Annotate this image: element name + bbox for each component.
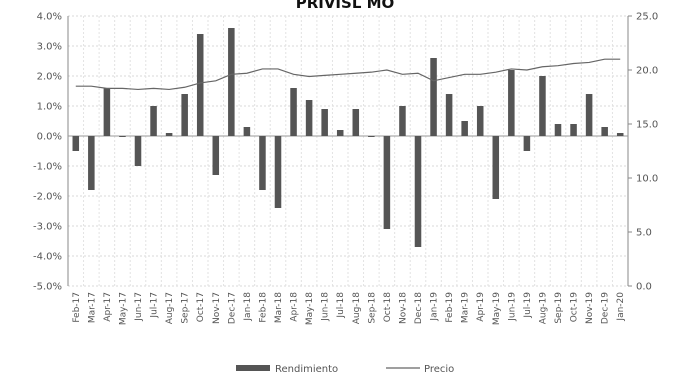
- x-axis-ticks: Feb-17 Mar-17 Apr-17 May-17 Jun-17 Jul-17 Aug-…: [72, 292, 626, 325]
- legend-label: Rendimiento: [275, 364, 338, 375]
- bar: [181, 94, 188, 136]
- bar: [353, 109, 360, 136]
- x-tick-label: Sep-18: [367, 292, 377, 324]
- x-tick-label: Nov-17: [212, 292, 222, 324]
- bar: [244, 127, 251, 136]
- bar: [524, 136, 531, 151]
- bar: [290, 88, 297, 136]
- x-tick-label: Aug-19: [538, 292, 548, 325]
- bar: [321, 109, 328, 136]
- left-tick-label: -2.0%: [33, 192, 62, 203]
- bar: [119, 136, 126, 137]
- x-tick-label: Oct-19: [570, 292, 580, 323]
- bar: [586, 94, 593, 136]
- bar: [73, 136, 80, 151]
- left-tick-label: 3.0%: [37, 42, 62, 53]
- right-axis-ticks: 0.0 5.0 10.0 15.0 20.0 25.0: [628, 12, 658, 293]
- x-tick-label: Feb-19: [445, 292, 455, 323]
- x-tick-label: Feb-18: [258, 292, 268, 323]
- bar: [197, 34, 204, 136]
- left-axis-ticks: -5.0% -4.0% -3.0% -2.0% -1.0% 0.0% 1.0% 2.0% 3.0…: [33, 12, 62, 293]
- bar: [446, 94, 453, 136]
- x-tick-label: Nov-19: [585, 292, 595, 324]
- bar: [213, 136, 220, 175]
- x-tick-label: Sep-17: [181, 292, 191, 324]
- bar: [570, 124, 577, 136]
- bar: [555, 124, 562, 136]
- x-tick-label: Mar-17: [87, 292, 97, 323]
- left-tick-label: 4.0%: [37, 12, 62, 23]
- x-tick-label: Feb-17: [72, 292, 82, 323]
- x-tick-label: Nov-18: [398, 292, 408, 324]
- right-tick-label: 20.0: [636, 66, 658, 77]
- x-tick-label: Jan-20: [616, 292, 626, 322]
- x-tick-label: Apr-18: [290, 292, 300, 322]
- bar: [601, 127, 608, 136]
- right-tick-label: 25.0: [636, 12, 658, 23]
- right-tick-label: 15.0: [636, 120, 658, 131]
- x-tick-label: Aug-18: [352, 292, 362, 325]
- bar: [399, 106, 406, 136]
- bar: [337, 130, 344, 136]
- x-tick-label: Sep-19: [554, 292, 564, 324]
- x-tick-label: Oct-18: [383, 292, 393, 323]
- left-tick-label: -1.0%: [33, 162, 62, 173]
- bar: [104, 88, 111, 136]
- bar: [508, 70, 515, 136]
- bar: [259, 136, 266, 190]
- bar: [415, 136, 422, 247]
- bar: [493, 136, 500, 199]
- x-tick-label: Oct-17: [196, 292, 206, 322]
- bar: [88, 136, 95, 190]
- legend-swatch-bar: [236, 365, 270, 371]
- x-tick-label: Jul-19: [523, 292, 533, 319]
- x-tick-label: Apr-17: [103, 292, 113, 322]
- x-tick-label: May-17: [118, 292, 128, 325]
- x-tick-label: Jul-17: [150, 292, 160, 319]
- x-tick-label: Jul-18: [336, 292, 346, 319]
- bar: [135, 136, 142, 166]
- left-tick-label: 2.0%: [37, 72, 62, 83]
- x-tick-label: Jun-19: [507, 292, 517, 322]
- x-tick-label: Mar-18: [274, 292, 284, 323]
- x-tick-label: Aug-17: [165, 292, 175, 324]
- bar: [166, 133, 173, 136]
- x-tick-label: Dec-17: [227, 292, 237, 324]
- legend: Rendimiento Precio: [236, 364, 454, 375]
- bar: [461, 121, 468, 136]
- left-tick-label: -3.0%: [33, 222, 62, 233]
- x-tick-label: Jun-17: [134, 292, 144, 322]
- grid: [68, 16, 628, 286]
- left-tick-label: -4.0%: [33, 252, 62, 263]
- right-tick-label: 5.0: [636, 228, 652, 239]
- x-tick-label: Apr-19: [476, 292, 486, 322]
- bar: [306, 100, 313, 136]
- legend-label: Precio: [424, 364, 454, 375]
- bar: [430, 58, 437, 136]
- right-tick-label: 10.0: [636, 174, 658, 185]
- chart-title: PRIVISL MO: [296, 0, 395, 12]
- bar: [617, 133, 624, 136]
- x-tick-label: Jan-19: [430, 292, 440, 322]
- x-tick-label: Dec-19: [601, 292, 611, 324]
- left-tick-label: -5.0%: [33, 282, 62, 293]
- x-tick-label: Jan-18: [243, 292, 253, 322]
- right-tick-label: 0.0: [636, 282, 652, 293]
- x-tick-label: Mar-19: [461, 292, 471, 323]
- x-tick-label: Dec-18: [414, 292, 424, 324]
- bar: [368, 136, 375, 137]
- bar: [150, 106, 157, 136]
- x-tick-label: May-18: [305, 292, 315, 325]
- left-tick-label: 1.0%: [37, 102, 62, 113]
- bar: [539, 76, 546, 136]
- bar: [477, 106, 484, 136]
- bar: [384, 136, 391, 229]
- bar: [228, 28, 235, 136]
- left-tick-label: 0.0%: [37, 132, 62, 143]
- x-tick-label: Jun-18: [321, 292, 331, 322]
- x-tick-label: May-19: [492, 292, 502, 325]
- bar: [275, 136, 282, 208]
